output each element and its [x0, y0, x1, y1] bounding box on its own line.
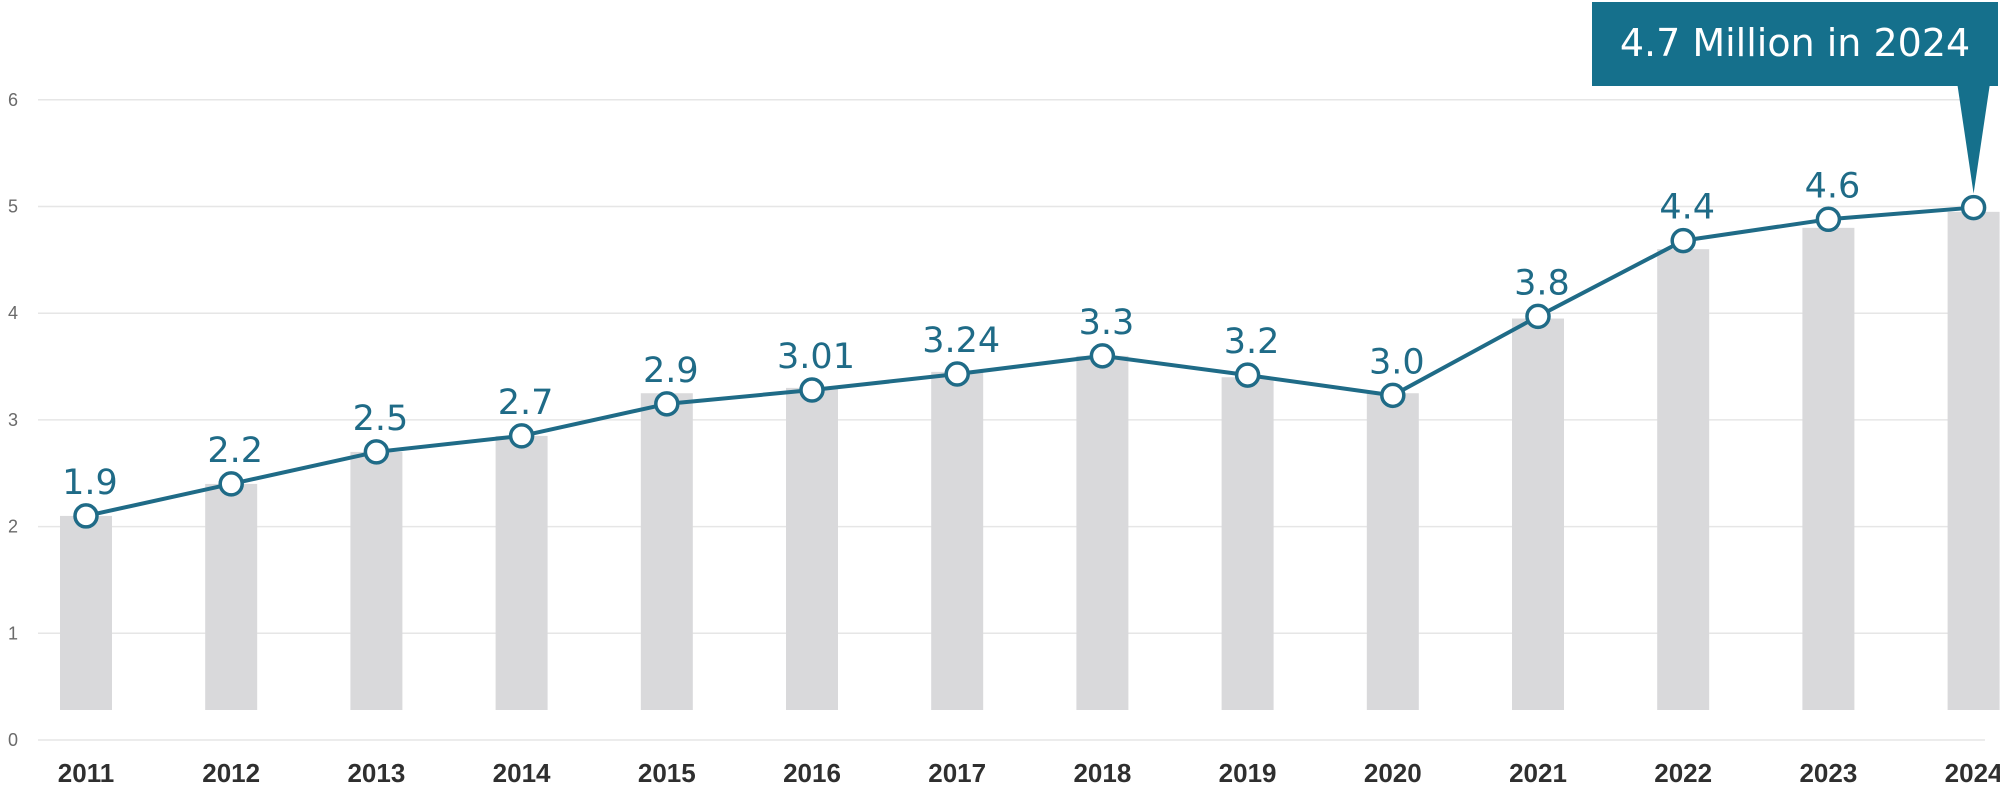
line-point — [508, 423, 535, 449]
bar — [1221, 377, 1274, 710]
x-tick-label: 2012 — [202, 758, 260, 788]
x-tick-label: 2018 — [1073, 758, 1131, 788]
bar — [1802, 227, 1855, 710]
line-point — [944, 361, 970, 387]
data-label: 3.3 — [1079, 303, 1135, 343]
y-tick-label: 5 — [8, 197, 18, 217]
line-point — [363, 439, 390, 465]
bar — [1657, 249, 1710, 710]
bar — [1366, 393, 1419, 710]
bar — [1076, 355, 1129, 710]
x-tick-label: 2020 — [1364, 758, 1422, 788]
bar — [350, 451, 403, 710]
line-series — [73, 194, 1987, 529]
bar — [640, 393, 693, 710]
data-label: 1.9 — [62, 463, 118, 503]
line-point — [1234, 362, 1261, 388]
data-label: 3.8 — [1514, 263, 1570, 303]
y-tick-label: 1 — [8, 623, 18, 643]
line-point — [1525, 303, 1551, 330]
data-labels: 1.9 2.2 2.5 2.7 2.9 3.01 3.24 3.3 3.2 3.0 3.8 4.4 4.… — [62, 166, 1860, 503]
line-point — [1960, 194, 1987, 221]
bar — [786, 387, 838, 710]
x-tick-label: 2013 — [347, 758, 405, 788]
callout: 4.7 Million in 2024 — [1592, 2, 1998, 194]
line-point — [654, 391, 680, 417]
x-tick-label: 2021 — [1509, 758, 1567, 788]
callout-box — [1592, 2, 1998, 194]
x-tick-label: 2016 — [783, 758, 841, 788]
series-line — [85, 205, 1974, 518]
bar — [1947, 211, 2000, 710]
data-label: 3.0 — [1369, 342, 1425, 382]
bar — [931, 371, 984, 710]
y-tick-label: 2 — [8, 517, 18, 537]
bar — [60, 515, 112, 710]
line-point — [1815, 206, 1842, 233]
data-label: 4.6 — [1805, 166, 1861, 206]
line-point — [1380, 382, 1406, 409]
bar — [495, 435, 548, 710]
x-tick-label: 2022 — [1654, 758, 1712, 788]
y-tick-label: 0 — [8, 730, 18, 750]
x-tick-label: 2014 — [493, 758, 551, 788]
data-label: 3.01 — [777, 337, 855, 377]
data-label: 2.2 — [207, 431, 263, 471]
line-point — [1670, 227, 1696, 254]
line-point — [799, 377, 825, 403]
data-label: 4.4 — [1659, 188, 1715, 228]
data-label: 3.24 — [922, 321, 1000, 361]
data-label: 2.7 — [498, 383, 554, 423]
x-axis: 2011 2012 2013 2014 2015 2016 2017 2018 2019 2020… — [58, 758, 2000, 788]
line-point — [218, 471, 244, 497]
x-tick-label: 2011 — [58, 758, 114, 788]
bar-series — [60, 211, 2000, 710]
y-tick-label: 4 — [8, 303, 18, 323]
x-tick-label: 2023 — [1799, 758, 1857, 788]
data-label: 2.5 — [353, 399, 409, 439]
y-tick-label: 3 — [8, 410, 18, 430]
data-label: 2.9 — [643, 351, 699, 391]
callout-text: 4.7 Million in 2024 — [1620, 21, 1970, 65]
y-tick-label: 6 — [8, 90, 18, 110]
x-tick-label: 2019 — [1219, 758, 1277, 788]
line-point — [1089, 343, 1116, 369]
bar — [205, 483, 258, 710]
x-tick-label: 2017 — [928, 758, 986, 788]
bar — [1512, 318, 1564, 710]
x-tick-label: 2015 — [638, 758, 696, 788]
y-axis: 0 1 2 3 4 5 6 — [8, 90, 18, 750]
line-point — [73, 503, 99, 529]
data-label: 3.2 — [1224, 322, 1280, 362]
x-tick-label: 2024 — [1945, 758, 2000, 788]
